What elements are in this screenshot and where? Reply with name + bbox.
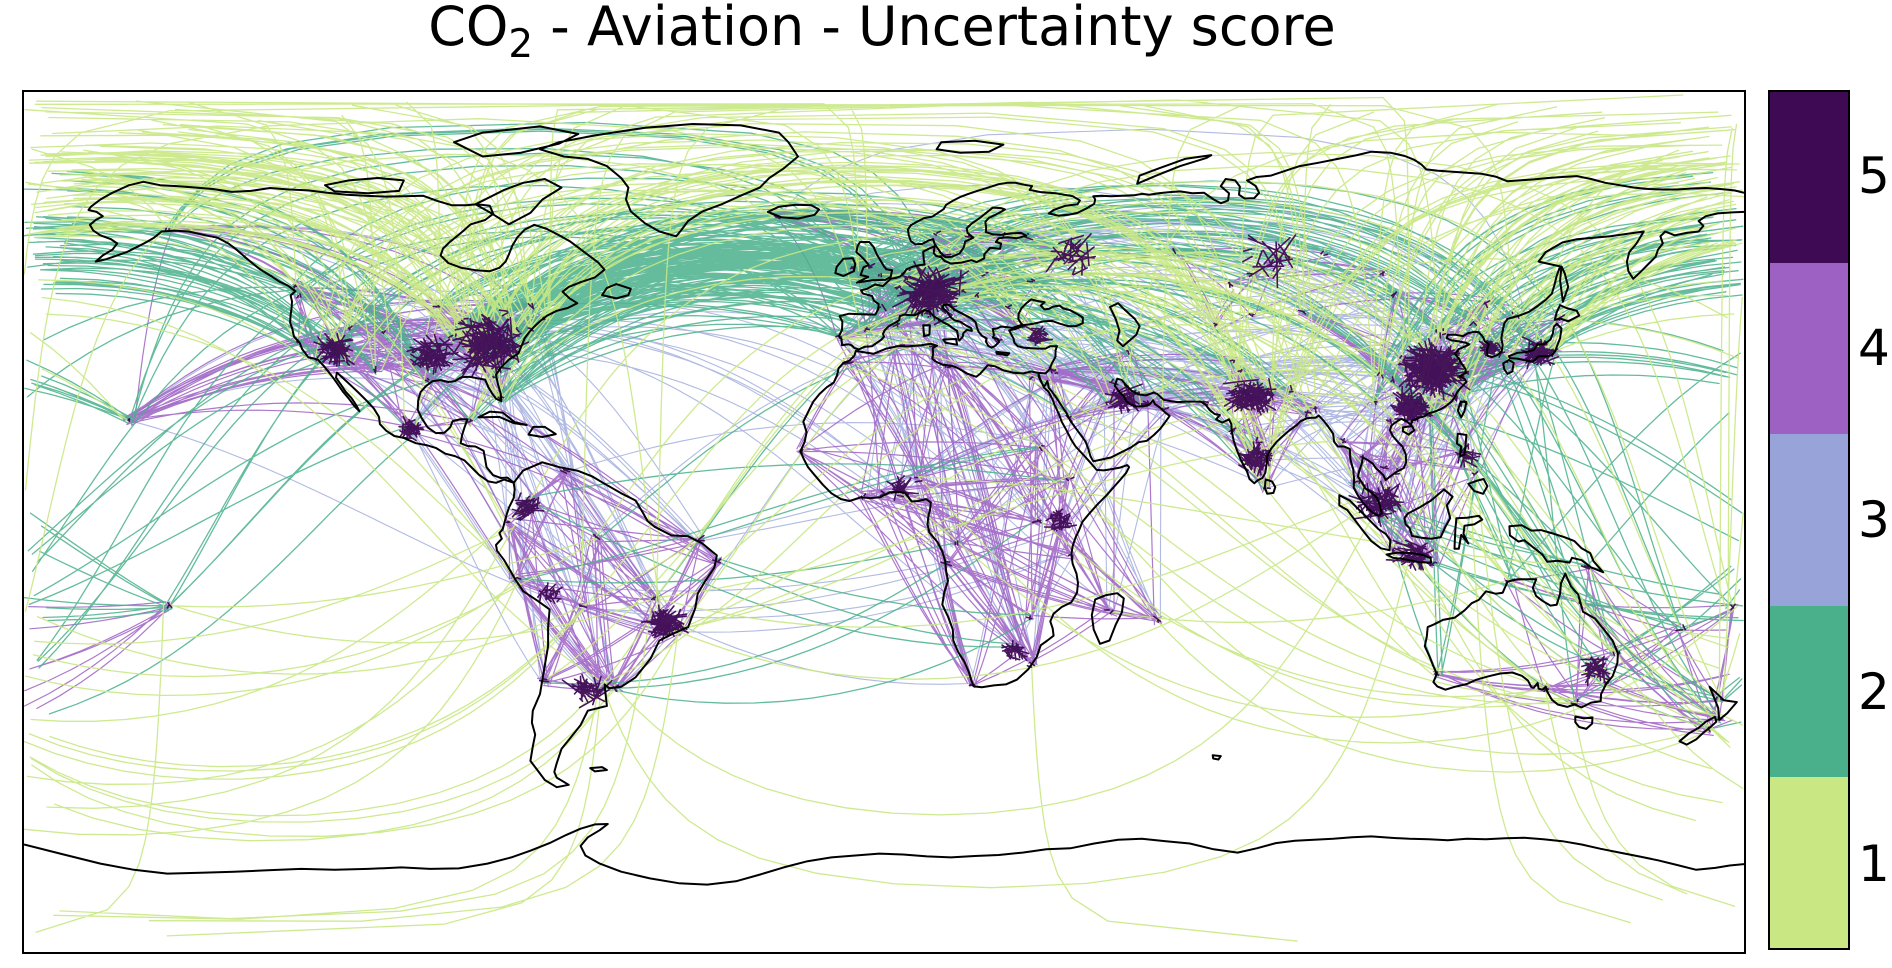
routes-score-5 <box>127 214 1736 732</box>
title-prefix: CO <box>428 0 509 58</box>
title-suffix: - Aviation - Uncertainty score <box>533 0 1336 58</box>
colorbar-tick-label-3: 3 <box>1858 491 1890 549</box>
colorbar <box>1768 90 1850 950</box>
world-map <box>24 94 1744 942</box>
colorbar-tick-label-2: 2 <box>1858 663 1890 721</box>
colorbar-band-1 <box>1770 776 1848 949</box>
colorbar-band-2 <box>1770 605 1848 777</box>
colorbar-band-3 <box>1770 434 1848 606</box>
title-subscript: 2 <box>508 21 534 67</box>
coastlines <box>24 123 1744 886</box>
colorbar-tick-label-4: 4 <box>1858 319 1890 377</box>
colorbar-band-4 <box>1770 263 1848 435</box>
colorbar-band-5 <box>1770 92 1848 264</box>
chart-title: CO2 - Aviation - Uncertainty score <box>22 0 1742 70</box>
colorbar-tick-label-5: 5 <box>1858 147 1890 205</box>
colorbar-tick-label-1: 1 <box>1858 835 1890 893</box>
map-frame <box>22 90 1746 954</box>
